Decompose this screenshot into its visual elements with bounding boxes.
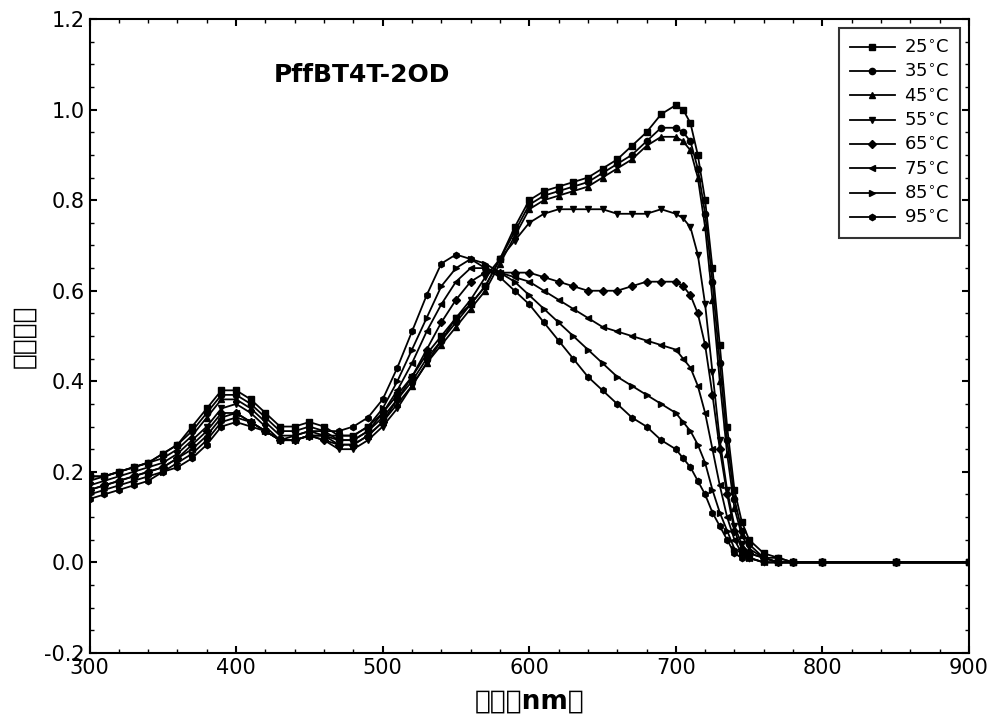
95$^{\circ}$C [128, 481, 140, 490]
35$^{\circ}$C [84, 472, 96, 481]
95$^{\circ}$C [113, 486, 125, 494]
35$^{\circ}$C [303, 423, 315, 431]
45$^{\circ}$C [113, 468, 125, 476]
Line: 85$^{\circ}$C: 85$^{\circ}$C [86, 256, 972, 566]
95$^{\circ}$C [435, 259, 447, 268]
Legend: 25$^{\circ}$C, 35$^{\circ}$C, 45$^{\circ}$C, 55$^{\circ}$C, 65$^{\circ}$C, 75$^{: 25$^{\circ}$C, 35$^{\circ}$C, 45$^{\circ… [839, 28, 960, 238]
Line: 25$^{\circ}$C: 25$^{\circ}$C [86, 102, 972, 566]
65$^{\circ}$C [113, 476, 125, 485]
25$^{\circ}$C [303, 417, 315, 426]
85$^{\circ}$C [435, 282, 447, 290]
35$^{\circ}$C [963, 558, 975, 567]
65$^{\circ}$C [963, 558, 975, 567]
25$^{\circ}$C [670, 101, 682, 110]
55$^{\circ}$C [772, 558, 784, 567]
45$^{\circ}$C [963, 558, 975, 567]
45$^{\circ}$C [435, 340, 447, 349]
Line: 35$^{\circ}$C: 35$^{\circ}$C [86, 125, 972, 566]
95$^{\circ}$C [655, 436, 667, 444]
25$^{\circ}$C [84, 472, 96, 481]
85$^{\circ}$C [303, 431, 315, 440]
65$^{\circ}$C [84, 486, 96, 494]
55$^{\circ}$C [303, 431, 315, 440]
Line: 95$^{\circ}$C: 95$^{\circ}$C [86, 251, 972, 566]
25$^{\circ}$C [113, 468, 125, 476]
55$^{\circ}$C [128, 468, 140, 476]
65$^{\circ}$C [655, 277, 667, 286]
45$^{\circ}$C [84, 476, 96, 485]
35$^{\circ}$C [641, 137, 653, 146]
Text: PffBT4T-2OD: PffBT4T-2OD [274, 63, 451, 87]
Line: 65$^{\circ}$C: 65$^{\circ}$C [86, 269, 972, 566]
25$^{\circ}$C [128, 463, 140, 472]
35$^{\circ}$C [670, 123, 682, 132]
75$^{\circ}$C [655, 340, 667, 349]
65$^{\circ}$C [435, 318, 447, 327]
Line: 75$^{\circ}$C: 75$^{\circ}$C [86, 265, 972, 566]
45$^{\circ}$C [670, 132, 682, 141]
65$^{\circ}$C [772, 558, 784, 567]
35$^{\circ}$C [435, 336, 447, 345]
95$^{\circ}$C [450, 250, 462, 259]
35$^{\circ}$C [128, 463, 140, 472]
75$^{\circ}$C [963, 558, 975, 567]
25$^{\circ}$C [641, 128, 653, 136]
65$^{\circ}$C [670, 277, 682, 286]
35$^{\circ}$C [787, 558, 799, 567]
55$^{\circ}$C [435, 336, 447, 345]
Line: 45$^{\circ}$C: 45$^{\circ}$C [86, 134, 972, 566]
85$^{\circ}$C [655, 399, 667, 408]
25$^{\circ}$C [963, 558, 975, 567]
95$^{\circ}$C [963, 558, 975, 567]
55$^{\circ}$C [113, 472, 125, 481]
75$^{\circ}$C [113, 476, 125, 485]
X-axis label: 波长（nm）: 波长（nm） [474, 689, 584, 715]
75$^{\circ}$C [84, 486, 96, 494]
75$^{\circ}$C [128, 472, 140, 481]
35$^{\circ}$C [655, 123, 667, 132]
25$^{\circ}$C [435, 332, 447, 340]
35$^{\circ}$C [113, 468, 125, 476]
85$^{\circ}$C [84, 490, 96, 499]
85$^{\circ}$C [465, 255, 477, 264]
85$^{\circ}$C [758, 558, 770, 567]
85$^{\circ}$C [963, 558, 975, 567]
45$^{\circ}$C [303, 427, 315, 436]
75$^{\circ}$C [435, 300, 447, 309]
25$^{\circ}$C [787, 558, 799, 567]
55$^{\circ}$C [84, 481, 96, 490]
45$^{\circ}$C [655, 132, 667, 141]
75$^{\circ}$C [758, 558, 770, 567]
95$^{\circ}$C [758, 558, 770, 567]
85$^{\circ}$C [670, 409, 682, 417]
55$^{\circ}$C [670, 209, 682, 218]
75$^{\circ}$C [670, 346, 682, 354]
95$^{\circ}$C [303, 427, 315, 436]
Y-axis label: 吸收强度: 吸收强度 [11, 304, 37, 368]
45$^{\circ}$C [128, 463, 140, 472]
45$^{\circ}$C [641, 142, 653, 150]
25$^{\circ}$C [655, 110, 667, 118]
75$^{\circ}$C [303, 431, 315, 440]
55$^{\circ}$C [553, 205, 565, 213]
65$^{\circ}$C [479, 269, 491, 277]
45$^{\circ}$C [772, 558, 784, 567]
95$^{\circ}$C [84, 494, 96, 503]
Line: 55$^{\circ}$C: 55$^{\circ}$C [86, 206, 972, 566]
85$^{\circ}$C [128, 476, 140, 485]
65$^{\circ}$C [128, 472, 140, 481]
65$^{\circ}$C [303, 431, 315, 440]
55$^{\circ}$C [655, 205, 667, 213]
75$^{\circ}$C [465, 264, 477, 272]
85$^{\circ}$C [113, 481, 125, 490]
95$^{\circ}$C [670, 445, 682, 454]
55$^{\circ}$C [963, 558, 975, 567]
